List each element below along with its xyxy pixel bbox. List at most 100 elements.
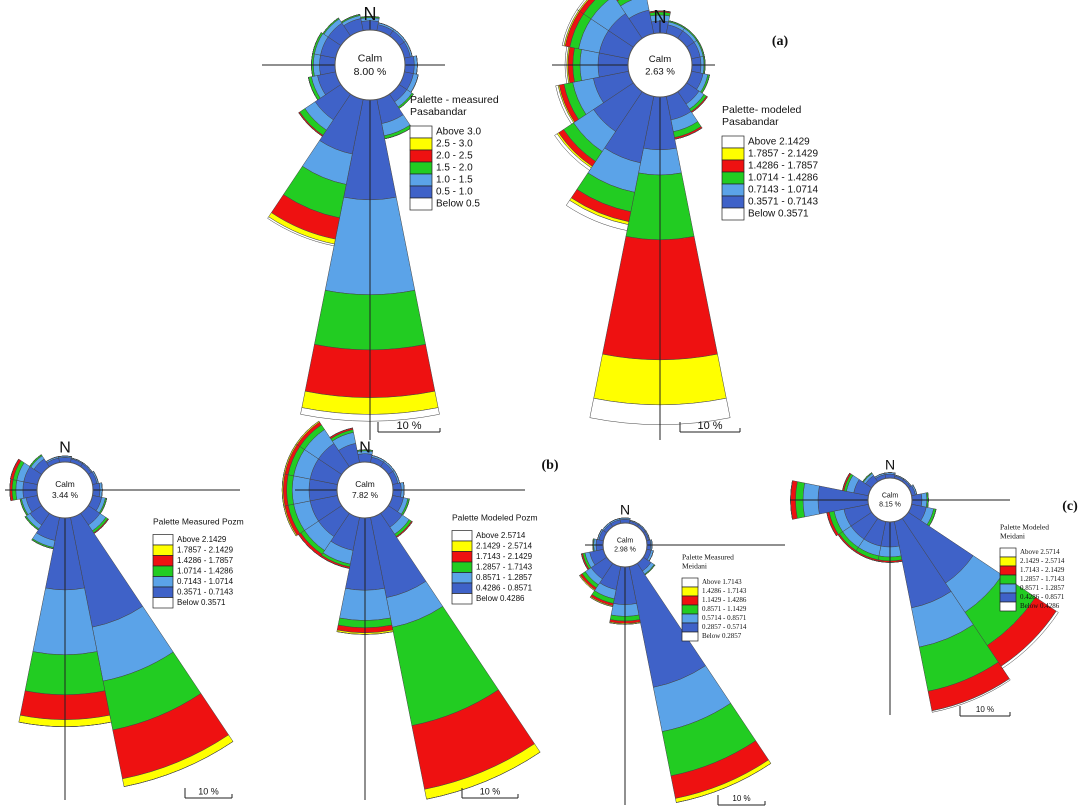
sector-segment xyxy=(609,518,620,523)
legend-label: 1.0714 - 1.4286 xyxy=(177,566,234,575)
scale-bar-label: 10 % xyxy=(480,786,501,796)
legend-swatch xyxy=(451,540,473,552)
sector-segment xyxy=(884,472,896,474)
legend-swatch xyxy=(721,195,745,209)
legend-label: 0.2857 - 0.5714 xyxy=(702,623,747,631)
calm-circle xyxy=(336,461,394,519)
legend-label: 1.4286 - 1.7143 xyxy=(702,587,747,595)
calm-label: Calm xyxy=(355,479,375,489)
legend-label: Above 2.5714 xyxy=(476,531,526,540)
panel-label: (a) xyxy=(772,34,789,49)
legend-swatch xyxy=(152,565,174,577)
north-label: N xyxy=(620,501,630,517)
calm-value: 2.98 % xyxy=(614,547,636,554)
legend-label: 2.1429 - 2.5714 xyxy=(1020,557,1065,565)
legend-swatch xyxy=(999,592,1017,603)
legend-label: 1.0714 - 1.4286 xyxy=(748,173,818,184)
legend-label: 0.8571 - 1.1429 xyxy=(702,605,747,613)
legend-label: 1.1429 - 1.4286 xyxy=(702,596,747,604)
legend-swatch xyxy=(152,555,174,567)
legend-swatch xyxy=(409,137,433,151)
legend-label: 0.4286 - 0.8571 xyxy=(476,583,533,592)
legend: Palette Measured Pozm Above 2.14291.7857 … xyxy=(152,516,244,609)
calm-circle xyxy=(867,477,913,523)
sector-segment xyxy=(555,84,574,125)
calm-value: 3.44 % xyxy=(52,490,79,500)
legend-label: 0.7143 - 1.0714 xyxy=(748,185,818,196)
calm-value: 8.00 % xyxy=(354,66,387,78)
legend-label: 0.8571 - 1.2857 xyxy=(1020,584,1065,592)
legend-label: 1.4286 - 1.7857 xyxy=(748,161,818,172)
legend-label: Below 0.3571 xyxy=(177,598,226,607)
calm-value: 7.82 % xyxy=(352,490,379,500)
legend-swatch xyxy=(451,551,473,563)
legend-label: Below 0.4286 xyxy=(476,594,525,603)
legend-swatch xyxy=(999,574,1017,585)
legend-swatch xyxy=(451,530,473,542)
legend-label: 0.3571 - 0.7143 xyxy=(748,197,818,208)
north-label: N xyxy=(364,4,377,24)
legend-label: Below 0.5 xyxy=(436,199,480,210)
sector-segment xyxy=(565,200,629,231)
scale-bar-label: 10 % xyxy=(198,786,219,796)
legend-swatch xyxy=(999,583,1017,594)
legend-swatch xyxy=(721,207,745,221)
scale-bar-label: 10 % xyxy=(976,705,994,714)
north-label: N xyxy=(359,440,371,457)
panel-label: (b) xyxy=(541,458,558,473)
sector-segment xyxy=(790,480,793,520)
legend-swatch xyxy=(999,556,1017,567)
sector-segment xyxy=(58,455,72,457)
legend-label: Above 2.1429 xyxy=(748,137,810,148)
legend-swatch xyxy=(721,183,745,197)
legend-swatch xyxy=(681,613,699,624)
legend-label: 0.5 - 1.0 xyxy=(436,187,473,198)
legend-title: Palette Modeled xyxy=(1000,523,1049,532)
legend-swatch xyxy=(681,577,699,588)
legend-label: 1.0 - 1.5 xyxy=(436,175,473,186)
legend-swatch xyxy=(152,544,174,556)
legend-label: Below 0.2857 xyxy=(702,632,742,640)
legend-swatch xyxy=(721,159,745,173)
legend-swatch xyxy=(409,161,433,175)
legend-swatch xyxy=(451,593,473,605)
legend-title: Pasabandar xyxy=(410,106,467,118)
legend-label: 1.5 - 2.0 xyxy=(436,163,473,174)
legend-title: Palette - measured xyxy=(410,94,499,106)
calm-label: Calm xyxy=(358,52,383,64)
legend-swatch xyxy=(152,586,174,598)
sector-segment xyxy=(592,538,594,552)
legend-label: 0.7143 - 1.0714 xyxy=(177,577,234,586)
calm-circle xyxy=(602,522,648,568)
sector-segment xyxy=(298,112,323,137)
legend-swatch xyxy=(681,595,699,606)
legend-swatch xyxy=(681,604,699,615)
legend-title: Palette Measured xyxy=(682,553,734,562)
north-label: N xyxy=(59,440,71,457)
north-label: N xyxy=(885,456,895,472)
legend-label: Above 2.5714 xyxy=(1020,548,1060,556)
legend-swatch xyxy=(152,597,174,609)
legend-label: 1.2857 - 1.7143 xyxy=(476,562,533,571)
panel-label: (c) xyxy=(1062,499,1078,514)
legend-swatch xyxy=(721,171,745,185)
legend-swatch xyxy=(999,565,1017,576)
legend-swatch xyxy=(409,197,433,211)
sector-segment xyxy=(295,420,320,445)
sector-segment xyxy=(308,77,318,101)
legend-label: 1.2857 - 1.7143 xyxy=(1020,575,1065,583)
sector-segment xyxy=(676,763,772,803)
legend-label: 2.5 - 3.0 xyxy=(436,139,473,150)
sector-segment xyxy=(360,16,380,18)
calm-label: Calm xyxy=(882,493,899,500)
sector-segment xyxy=(554,133,592,171)
sector-segment xyxy=(931,678,1011,713)
calm-value: 2.63 % xyxy=(645,66,675,77)
legend-title: Meidani xyxy=(682,562,707,571)
sector-segment xyxy=(576,0,588,11)
